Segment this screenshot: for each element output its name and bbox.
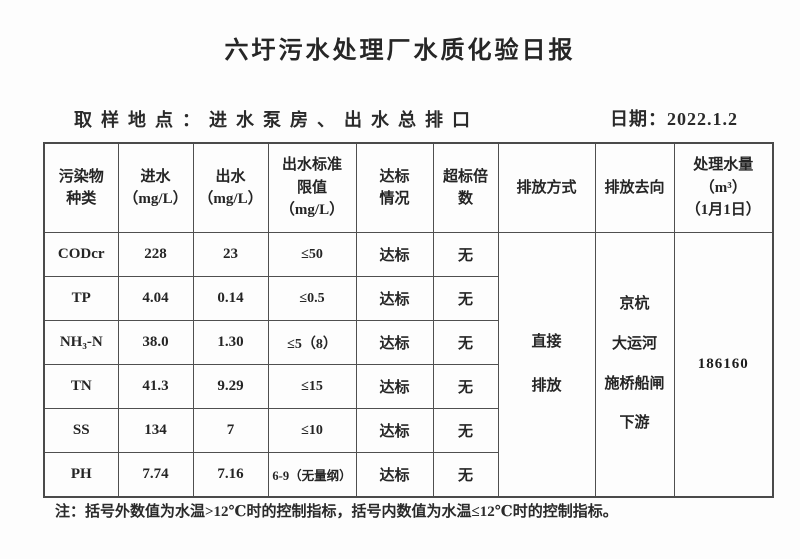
- table-cell-limit: 6-9（无量纲）: [267, 452, 357, 498]
- table-cell-limit: ≤15: [267, 364, 357, 409]
- column-header-influent: 进水 （mg/L）: [117, 142, 194, 233]
- table-cell-limit: ≤0.5: [267, 276, 357, 321]
- table-cell-compliance: 达标: [355, 232, 434, 277]
- discharge-destination-cell: 京杭 大运河 施桥船闸 下游: [594, 232, 675, 498]
- table-cell-compliance: 达标: [355, 452, 434, 498]
- table-cell-influent: 7.74: [117, 452, 194, 498]
- column-header-treated-volume: 处理水量 （m³） （1月1日）: [673, 142, 774, 233]
- table-cell-influent: 38.0: [117, 320, 194, 365]
- page-title: 六圩污水处理厂水质化验日报: [224, 38, 576, 64]
- header-row: 污染物 种类 进水 （mg/L） 出水 （mg/L） 出水标准 限值 （mg/L…: [43, 142, 774, 233]
- table-row-codcr: CODcr 228 23 ≤50 达标 无 直接 排放 京杭 大运河 施桥船闸 …: [43, 232, 774, 498]
- table-row-ph: PH 7.74 7.16 6-9（无量纲） 达标 无: [43, 452, 773, 498]
- table-cell-influent: 134: [117, 408, 194, 453]
- table-cell-effluent: 7: [192, 408, 269, 453]
- table-cell-influent: 41.3: [117, 364, 194, 409]
- table-cell-effluent: 7.16: [192, 452, 269, 498]
- table-cell-exceedance: 无: [432, 364, 499, 409]
- table-row-tn: TN 41.3 9.29 ≤15 达标 无: [43, 364, 773, 409]
- report-date: 日期：2022.1.2: [610, 109, 738, 129]
- table-row-ss: SS 134 7 ≤10 达标 无: [43, 408, 773, 453]
- column-header-exceedance: 超标倍 数: [432, 142, 499, 233]
- table-cell-limit: ≤10: [267, 408, 357, 453]
- table-cell-exceedance: 无: [432, 320, 499, 365]
- table-cell-compliance: 达标: [355, 408, 434, 453]
- table-cell-pollutant: TN: [43, 364, 119, 409]
- table-cell-exceedance: 无: [432, 232, 499, 277]
- discharge-mode-cell: 直接 排放: [497, 232, 596, 498]
- table-cell-pollutant: SS: [43, 408, 119, 453]
- footnote: 注：括号外数值为水温>12℃时的控制指标，括号内数值为水温≤12℃时的控制指标。: [55, 504, 618, 520]
- column-header-limit: 出水标准 限值 （mg/L）: [267, 142, 357, 233]
- table-cell-exceedance: 无: [432, 452, 499, 498]
- column-header-discharge-destination: 排放去向: [594, 142, 675, 233]
- table-cell-compliance: 达标: [355, 320, 434, 365]
- table-cell-exceedance: 无: [432, 408, 499, 453]
- table-cell-exceedance: 无: [432, 276, 499, 321]
- table-cell-pollutant: TP: [43, 276, 119, 321]
- table-cell-pollutant: CODcr: [43, 232, 119, 277]
- table-cell-compliance: 达标: [355, 276, 434, 321]
- table-cell-influent: 228: [117, 232, 194, 277]
- column-header-pollutant: 污染物 种类: [43, 142, 119, 233]
- table-cell-influent: 4.04: [117, 276, 194, 321]
- treated-volume-cell: 186160: [673, 232, 774, 498]
- table-cell-effluent: 23: [192, 232, 269, 277]
- sampling-location: 取样地点：进水泵房、出水总排口: [74, 110, 479, 130]
- table-row-nh3n: NH₃-N 38.0 1.30 ≤5（8） 达标 无: [43, 320, 773, 365]
- table-cell-effluent: 0.14: [192, 276, 269, 321]
- column-header-compliance: 达标 情况: [355, 142, 434, 233]
- water-quality-table: 污染物 种类 进水 （mg/L） 出水 （mg/L） 出水标准 限值 （mg/L…: [43, 142, 774, 498]
- column-header-discharge-mode: 排放方式: [497, 142, 596, 233]
- table-cell-effluent: 1.30: [192, 320, 269, 365]
- table-cell-limit: ≤50: [267, 232, 357, 277]
- table-cell-compliance: 达标: [355, 364, 434, 409]
- table-cell-pollutant: NH₃-N: [43, 320, 119, 365]
- table-cell-effluent: 9.29: [192, 364, 269, 409]
- table-row-tp: TP 4.04 0.14 ≤0.5 达标 无: [43, 276, 773, 321]
- column-header-effluent: 出水 （mg/L）: [192, 142, 269, 233]
- table-cell-pollutant: PH: [43, 452, 119, 498]
- table-cell-limit: ≤5（8）: [267, 320, 357, 365]
